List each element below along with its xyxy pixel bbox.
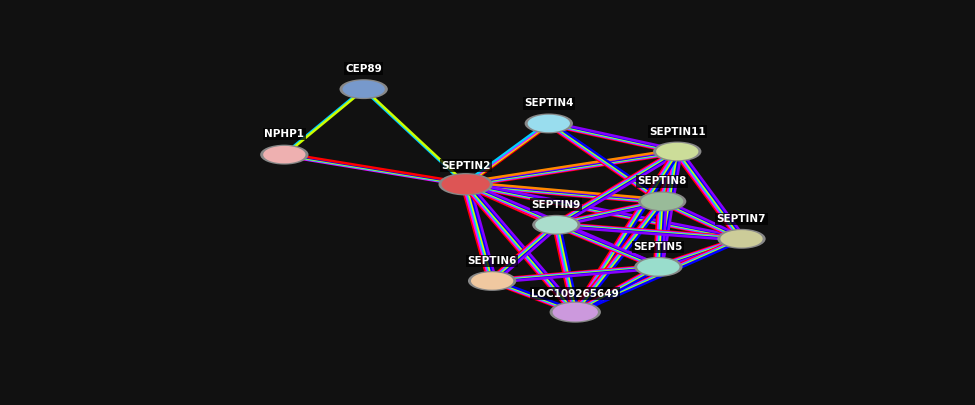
Circle shape	[532, 215, 580, 235]
Text: SEPTIN11: SEPTIN11	[649, 126, 706, 136]
Circle shape	[721, 230, 762, 247]
Circle shape	[634, 257, 682, 277]
Circle shape	[339, 79, 388, 99]
Circle shape	[263, 146, 305, 163]
Circle shape	[641, 193, 683, 210]
Circle shape	[550, 301, 601, 323]
Text: SEPTIN7: SEPTIN7	[717, 214, 766, 224]
Circle shape	[468, 271, 517, 291]
Circle shape	[260, 145, 308, 164]
Circle shape	[525, 113, 573, 133]
Circle shape	[342, 81, 385, 98]
Text: SEPTIN9: SEPTIN9	[531, 200, 581, 210]
Text: NPHP1: NPHP1	[264, 129, 304, 139]
Text: LOC109265649: LOC109265649	[531, 289, 619, 299]
Circle shape	[439, 173, 493, 196]
Circle shape	[527, 115, 570, 132]
Text: CEP89: CEP89	[345, 64, 382, 74]
Text: SEPTIN8: SEPTIN8	[638, 177, 686, 186]
Circle shape	[718, 229, 765, 249]
Circle shape	[471, 272, 513, 290]
Text: SEPTIN4: SEPTIN4	[524, 98, 573, 109]
Text: SEPTIN6: SEPTIN6	[467, 256, 517, 266]
Circle shape	[535, 216, 577, 234]
Text: SEPTIN5: SEPTIN5	[634, 242, 683, 252]
Circle shape	[442, 174, 489, 194]
Circle shape	[653, 141, 701, 162]
Circle shape	[656, 143, 698, 160]
Text: SEPTIN2: SEPTIN2	[441, 161, 490, 171]
Circle shape	[638, 258, 680, 276]
Circle shape	[553, 303, 598, 322]
Circle shape	[638, 192, 686, 211]
